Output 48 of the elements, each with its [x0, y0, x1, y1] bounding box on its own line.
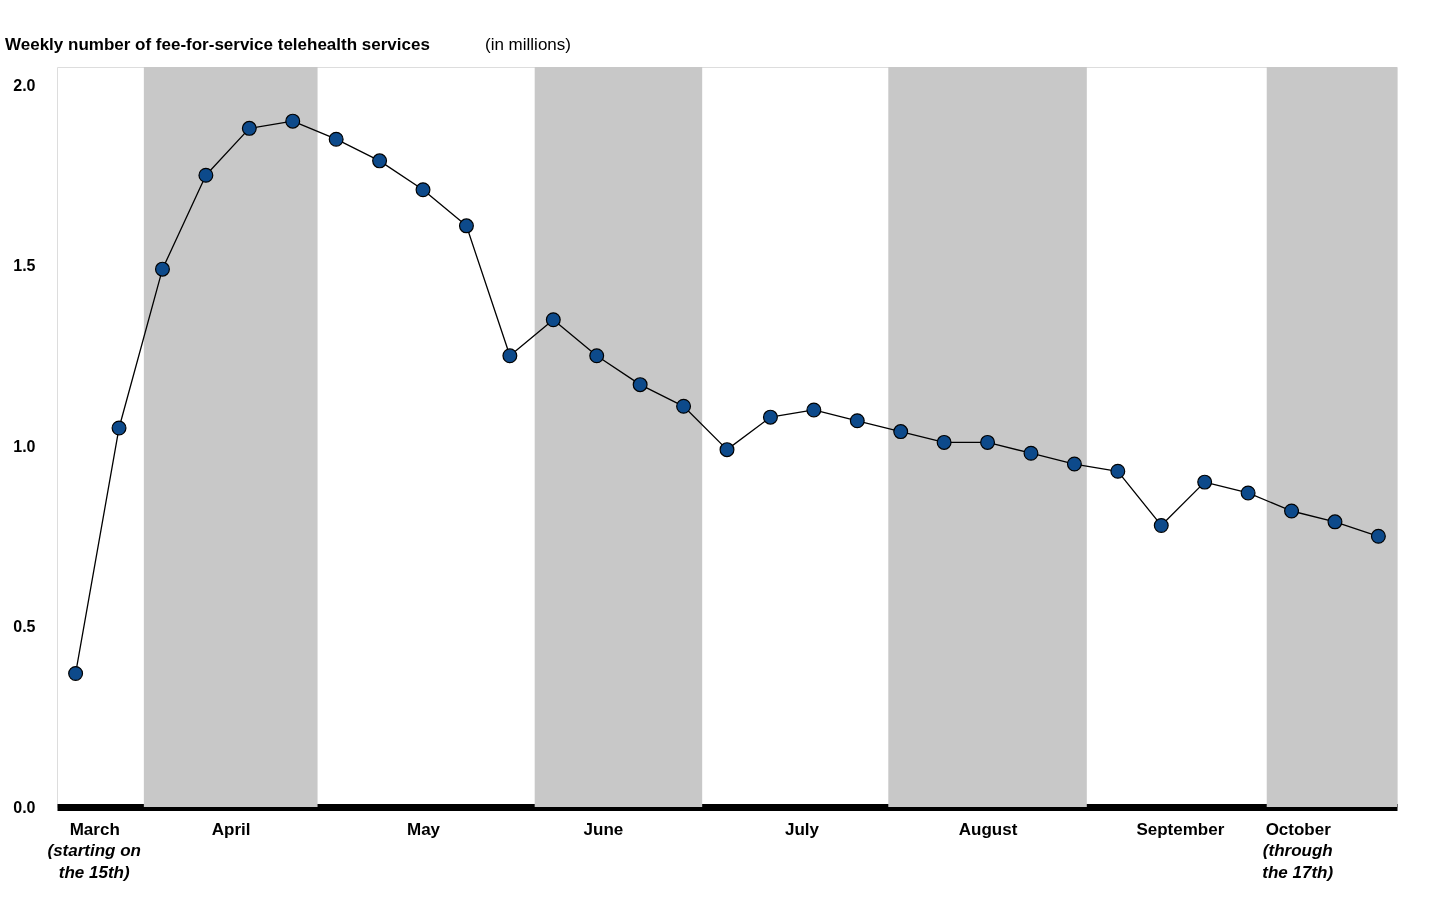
x-tick-label: September [1136, 819, 1225, 839]
point [806, 402, 822, 418]
y-tick-label: 1.5 [13, 257, 36, 275]
point [762, 409, 778, 425]
x-tick-label: March [69, 819, 120, 839]
point [1153, 517, 1169, 533]
y-axis-title: (in millions) [485, 35, 571, 54]
point [980, 434, 996, 450]
point [676, 398, 692, 414]
point [241, 120, 257, 136]
y-tick-label: 2.0 [13, 76, 36, 94]
point [285, 113, 301, 129]
point [632, 377, 648, 393]
point [849, 413, 865, 429]
point [1370, 528, 1386, 544]
point [1023, 445, 1039, 461]
point [1240, 485, 1256, 501]
y-tick-label: 0.5 [13, 618, 36, 636]
point [198, 167, 214, 183]
point [1284, 503, 1300, 519]
point [1197, 474, 1213, 490]
point [154, 261, 170, 277]
y-tick-label: 1.0 [13, 437, 36, 455]
chart-title: Weekly number of fee-for-service telehealth services [5, 35, 430, 54]
point [502, 348, 518, 364]
point [415, 182, 431, 198]
point [719, 442, 735, 458]
point [1327, 514, 1343, 530]
text: (through the 17th) [1262, 841, 1334, 882]
point [328, 131, 344, 147]
x-tick-label: August [958, 819, 1018, 839]
x-tick-label: April [211, 819, 251, 839]
point [589, 348, 605, 364]
point [1066, 456, 1082, 472]
point [68, 665, 84, 681]
point [111, 420, 127, 436]
x-tick-label: July [784, 819, 820, 839]
x-tick-label: October [1265, 819, 1332, 839]
text: (starting on the 15th) [47, 841, 141, 882]
point [372, 153, 388, 169]
point [893, 424, 909, 440]
point [1110, 463, 1126, 479]
point [936, 434, 952, 450]
x-tick-label: June [583, 819, 624, 839]
point [458, 218, 474, 234]
x-tick-label: May [406, 819, 441, 839]
y-tick-label: 0.0 [13, 798, 36, 816]
point [545, 312, 561, 328]
